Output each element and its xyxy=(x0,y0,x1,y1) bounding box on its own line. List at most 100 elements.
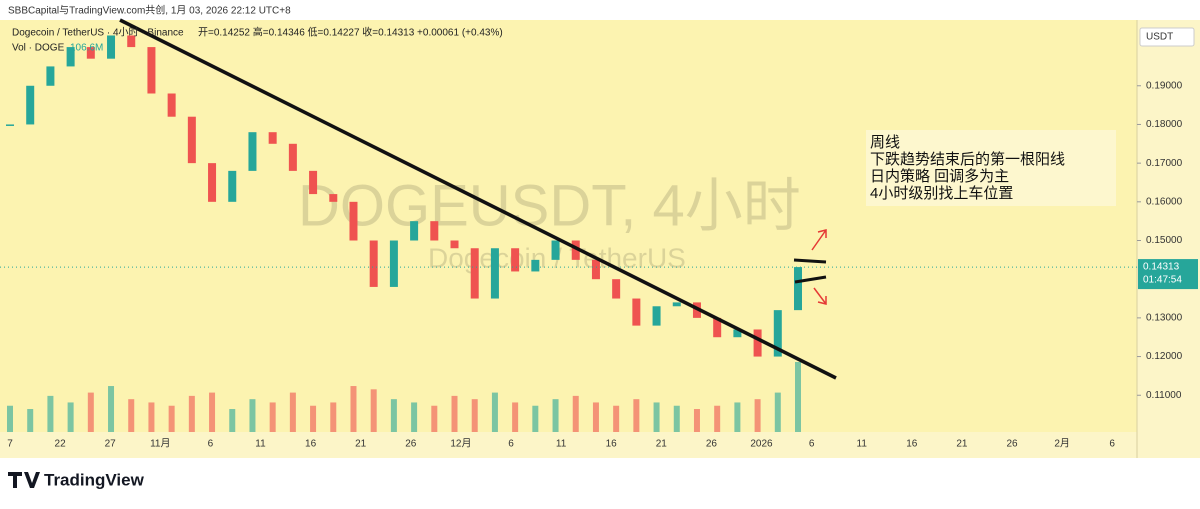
candle xyxy=(713,317,722,338)
candle xyxy=(228,170,237,202)
volume-bar xyxy=(572,395,579,432)
x-tick-label: 6 xyxy=(208,439,214,450)
candle xyxy=(773,310,782,357)
y-tick-label: 0.15000 xyxy=(1146,235,1183,246)
candle xyxy=(591,259,600,280)
volume-bar xyxy=(168,405,175,432)
trend-line xyxy=(119,18,837,380)
candle xyxy=(208,163,217,202)
volume-bar xyxy=(451,395,458,432)
volume-bar xyxy=(370,389,377,432)
candle xyxy=(349,201,358,241)
x-tick-label: 21 xyxy=(355,439,367,450)
volume-bar xyxy=(491,392,498,432)
candle xyxy=(410,221,419,241)
x-tick-label: 16 xyxy=(606,439,618,450)
x-tick-label: 6 xyxy=(809,439,815,450)
candle xyxy=(450,240,459,249)
x-tick-label: 16 xyxy=(906,439,918,450)
volume-bar xyxy=(108,386,115,432)
candle xyxy=(632,298,641,326)
currency-box[interactable] xyxy=(1139,27,1195,47)
price-axis-area xyxy=(1137,20,1200,458)
arrow-up xyxy=(811,229,827,251)
annotation-line: 日内策略 回调多为主 xyxy=(870,168,1009,185)
volume-bar xyxy=(87,392,94,432)
volume-bar xyxy=(7,405,13,432)
candle xyxy=(167,93,176,117)
y-tick-label: 0.19000 xyxy=(1146,80,1183,91)
volume-bar xyxy=(714,405,721,432)
y-tick-label: 0.17000 xyxy=(1146,158,1183,169)
candle xyxy=(107,35,116,59)
y-tick-label: 0.11000 xyxy=(1146,390,1182,401)
x-tick-label: 11 xyxy=(556,439,567,450)
candle xyxy=(248,132,257,171)
candle xyxy=(753,329,762,357)
legend-volume-value: 106.6M xyxy=(70,43,103,54)
volume-bar xyxy=(269,402,276,432)
x-tick-label: 11 xyxy=(857,439,868,450)
legend-volume-name: Vol · DOGE xyxy=(12,43,65,54)
chart-area xyxy=(0,20,1137,432)
volume-bar xyxy=(552,399,559,432)
watermark-symbol: DOGEUSDT, 4小时 xyxy=(298,173,801,238)
annotation-line: 周线 xyxy=(870,134,900,151)
candle xyxy=(612,279,621,299)
y-tick-label: 0.13000 xyxy=(1146,313,1183,324)
x-tick-label: 11月 xyxy=(150,438,170,450)
logo xyxy=(8,472,40,488)
x-tick-label: 22 xyxy=(55,439,67,450)
candle xyxy=(288,143,297,171)
plot xyxy=(0,35,1137,432)
volume-bar xyxy=(330,402,337,432)
candle xyxy=(733,329,742,338)
candle xyxy=(369,240,378,287)
footer-brand: TradingView xyxy=(44,470,145,489)
x-tick-label: 7 xyxy=(7,439,13,450)
x-tick-label: 26 xyxy=(1006,439,1018,450)
volume-bar xyxy=(613,405,620,432)
x-tick-label: 11 xyxy=(255,439,266,450)
volume-bar xyxy=(188,395,195,432)
volume-bar xyxy=(693,409,700,432)
volume-bar xyxy=(532,405,539,432)
y-tick-label: 0.18000 xyxy=(1146,119,1183,130)
y-tick-label: 0.16000 xyxy=(1146,196,1183,207)
volume-bar xyxy=(128,399,135,432)
drawing-line xyxy=(793,258,827,264)
legend-ohlc: 开=0.14252 高=0.14346 低=0.14227 收=0.14313 … xyxy=(198,26,503,39)
candle xyxy=(329,194,338,202)
volume-bar xyxy=(390,399,397,432)
candle xyxy=(531,259,540,272)
candle xyxy=(571,240,580,260)
x-tick-label: 26 xyxy=(706,439,718,450)
volume-bar xyxy=(289,392,296,432)
volume-bar xyxy=(249,399,256,432)
candle xyxy=(794,267,802,311)
volume-bar xyxy=(471,399,478,432)
candle xyxy=(187,116,196,164)
time-axis-area xyxy=(0,432,1137,458)
candle xyxy=(6,124,14,126)
candle xyxy=(652,306,661,326)
volume-bar xyxy=(431,405,438,432)
x-tick-label: 6 xyxy=(508,439,514,450)
legend-symbol: Dogecoin / TetherUS · 4小时 · Binance xyxy=(12,27,184,39)
y-tick-label: 0.12000 xyxy=(1146,351,1183,362)
last-price-label: 0.14313 xyxy=(1143,262,1180,273)
candle xyxy=(86,47,95,59)
candle xyxy=(430,221,439,241)
drawing-line xyxy=(794,275,827,284)
candle xyxy=(66,47,75,67)
countdown: 01:47:54 xyxy=(1143,275,1182,286)
arrow-down xyxy=(813,287,827,305)
currency: USDT xyxy=(1146,32,1173,43)
volume-bar xyxy=(795,362,801,432)
candle xyxy=(672,302,681,307)
volume-bar xyxy=(774,392,781,432)
x-tick-label: 21 xyxy=(956,439,968,450)
